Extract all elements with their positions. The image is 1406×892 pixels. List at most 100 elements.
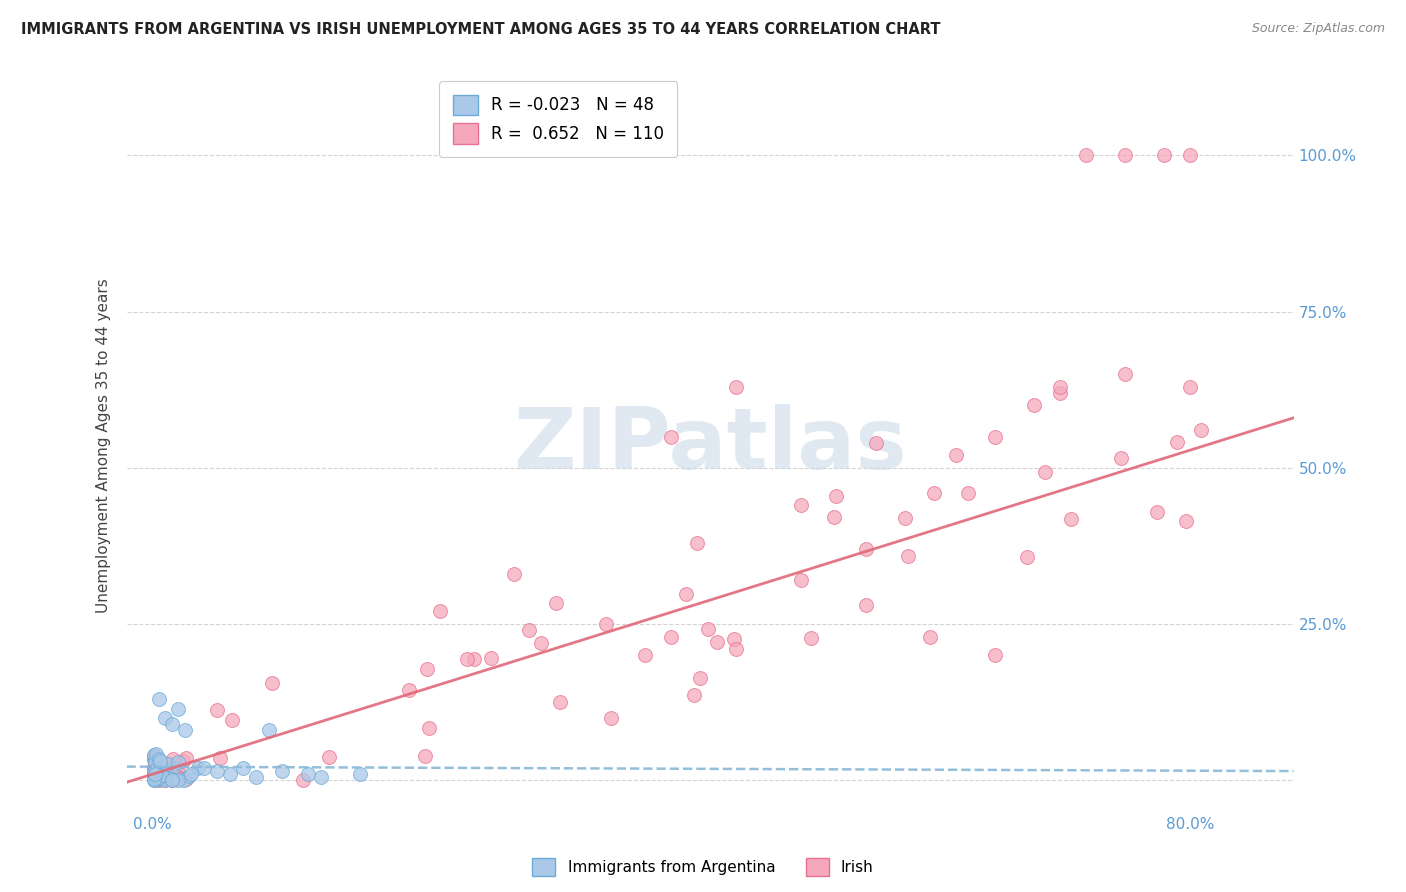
Point (149, 765, 172, 780)
Point (865, 436, 887, 450)
Point (1109, 450, 1132, 465)
Point (686, 536, 709, 550)
Point (173, 773, 195, 788)
Point (893, 511, 915, 525)
Point (142, 766, 165, 780)
Point (142, 764, 165, 779)
Point (429, 604, 451, 618)
Point (180, 767, 202, 781)
Point (221, 713, 243, 727)
Point (232, 761, 254, 775)
Point (205, 703, 228, 717)
Text: Source: ZipAtlas.com: Source: ZipAtlas.com (1251, 22, 1385, 36)
Point (162, 752, 184, 766)
Point (155, 766, 177, 780)
Point (257, 723, 280, 738)
Point (148, 758, 170, 772)
Point (143, 768, 166, 782)
Point (595, 617, 617, 632)
Point (920, 630, 942, 644)
Point (148, 752, 170, 766)
Point (166, 770, 188, 784)
Point (689, 671, 711, 685)
Point (148, 766, 170, 780)
Point (1074, 148, 1097, 162)
Point (143, 773, 166, 788)
Point (157, 770, 180, 784)
Point (145, 768, 167, 782)
Point (724, 379, 747, 393)
Point (1049, 385, 1071, 400)
Point (169, 768, 191, 782)
Point (150, 772, 173, 786)
Point (172, 754, 194, 768)
Point (706, 635, 728, 649)
Point (723, 632, 745, 646)
Point (479, 651, 502, 665)
Legend: R = -0.023   N = 48, R =  0.652   N = 110: R = -0.023 N = 48, R = 0.652 N = 110 (439, 81, 678, 157)
Point (148, 772, 170, 786)
Point (208, 751, 231, 765)
Point (1060, 512, 1083, 526)
Point (176, 772, 198, 787)
Point (984, 648, 1007, 663)
Point (149, 767, 172, 781)
Point (945, 449, 967, 463)
Point (142, 748, 165, 763)
Point (143, 756, 166, 770)
Point (502, 567, 524, 582)
Point (160, 772, 183, 787)
Point (1049, 379, 1071, 393)
Point (634, 648, 657, 663)
Point (600, 711, 623, 725)
Point (142, 765, 165, 780)
Point (167, 773, 190, 788)
Point (167, 701, 190, 715)
Point (167, 771, 190, 785)
Point (156, 758, 179, 772)
Point (162, 761, 184, 775)
Point (155, 711, 177, 725)
Point (148, 771, 170, 785)
Point (544, 595, 567, 609)
Point (922, 486, 945, 500)
Text: ZIPatlas: ZIPatlas (513, 404, 907, 488)
Point (897, 549, 920, 564)
Point (463, 652, 485, 666)
Point (790, 574, 813, 588)
Point (162, 770, 184, 784)
Point (160, 717, 183, 731)
Point (1175, 514, 1198, 528)
Point (790, 499, 813, 513)
Point (155, 772, 177, 787)
Point (143, 768, 166, 782)
Legend: Immigrants from Argentina, Irish: Immigrants from Argentina, Irish (526, 852, 880, 882)
Point (174, 751, 197, 765)
Point (160, 773, 183, 788)
Point (145, 760, 167, 774)
Point (187, 761, 209, 775)
Point (219, 767, 242, 781)
Point (145, 768, 167, 782)
Point (146, 762, 169, 776)
Point (142, 762, 165, 776)
Point (143, 764, 166, 778)
Point (142, 748, 165, 763)
Point (416, 662, 439, 676)
Point (1178, 148, 1201, 162)
Point (150, 771, 173, 785)
Point (413, 749, 436, 764)
Point (145, 771, 167, 785)
Point (318, 750, 340, 764)
Point (150, 767, 173, 781)
Point (1114, 367, 1136, 381)
Point (167, 755, 190, 769)
Point (398, 683, 420, 698)
Point (1033, 465, 1056, 479)
Point (291, 773, 314, 788)
Point (177, 769, 200, 783)
Point (174, 723, 197, 738)
Point (145, 747, 167, 762)
Point (143, 764, 166, 778)
Point (855, 542, 877, 557)
